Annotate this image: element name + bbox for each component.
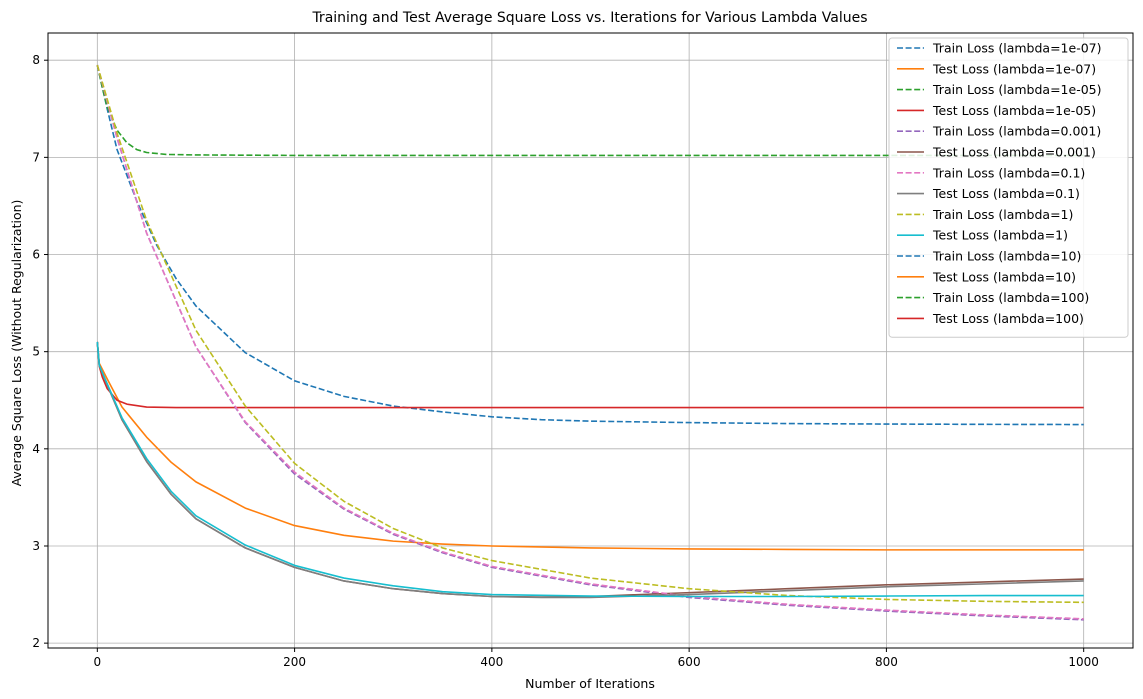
x-tick-label: 1000 [1068, 655, 1099, 669]
x-axis-title: Number of Iterations [525, 676, 655, 691]
series-line-1 [96, 341, 1084, 551]
series-line-6 [96, 64, 1084, 620]
y-tick-label: 3 [32, 539, 40, 553]
series-line-0 [96, 64, 1084, 426]
y-tick-label: 4 [32, 442, 40, 456]
legend-label-9: Test Loss (lambda=1) [932, 228, 1068, 243]
y-tick-label: 8 [32, 53, 40, 67]
y-tick-label: 5 [32, 345, 40, 359]
legend-label-11: Test Loss (lambda=10) [932, 269, 1076, 284]
legend-label-7: Test Loss (lambda=0.1) [932, 186, 1080, 201]
chart-title: Training and Test Average Square Loss vs… [311, 10, 867, 26]
legend-label-12: Train Loss (lambda=100) [932, 290, 1089, 305]
series-line-3 [96, 341, 1084, 409]
legend-label-10: Train Loss (lambda=10) [932, 249, 1081, 264]
legend-label-8: Train Loss (lambda=1) [932, 207, 1073, 222]
y-tick-label: 7 [32, 150, 40, 164]
series-line-9 [96, 341, 1084, 598]
x-tick-label: 200 [283, 655, 306, 669]
legend: Train Loss (lambda=1e-07) Test Loss (lamb… [888, 37, 1129, 338]
legend-box [888, 37, 1129, 338]
y-tick-label: 6 [32, 248, 40, 262]
legend-label-13: Test Loss (lambda=100) [932, 311, 1084, 326]
legend-label-5: Test Loss (lambda=0.001) [932, 145, 1096, 160]
series-layer [96, 64, 1084, 621]
plot-frame [47, 32, 1134, 649]
y-tick-label: 2 [32, 636, 40, 650]
axis-ticks: 0 200 400 600 800 1000 2 3 4 5 6 7 8 [32, 53, 1099, 669]
legend-label-4: Train Loss (lambda=0.001) [932, 124, 1101, 139]
series-line-8 [96, 64, 1084, 604]
x-tick-label: 600 [678, 655, 701, 669]
legend-label-0: Train Loss (lambda=1e-07) [932, 41, 1101, 56]
series-line-7 [96, 341, 1084, 599]
legend-label-1: Test Loss (lambda=1e-07) [932, 61, 1096, 76]
x-tick-label: 0 [93, 655, 101, 669]
legend-label-2: Train Loss (lambda=1e-05) [932, 82, 1101, 97]
legend-label-3: Test Loss (lambda=1e-05) [932, 103, 1096, 118]
legend-label-6: Train Loss (lambda=0.1) [932, 165, 1085, 180]
series-line-2 [96, 64, 1084, 157]
y-axis-title: Average Square Loss (Without Regularizat… [9, 200, 24, 487]
x-tick-label: 400 [480, 655, 503, 669]
x-tick-label: 800 [875, 655, 898, 669]
series-line-5 [96, 341, 1084, 598]
